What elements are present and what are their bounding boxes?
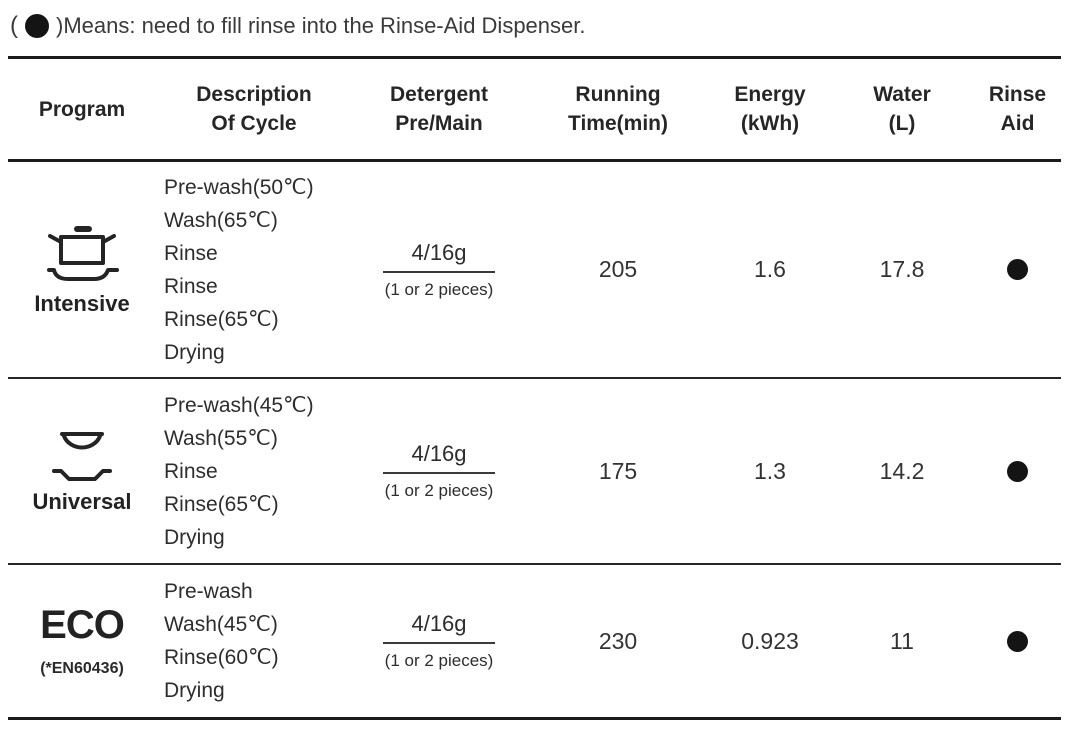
header-line: Description — [196, 83, 312, 106]
program-spec-table: Program Description Of Cycle Detergent P… — [8, 56, 1061, 720]
energy-value: 0.923 — [741, 627, 799, 654]
filled-circle-icon — [1007, 259, 1028, 280]
cycle-step: Rinse — [164, 241, 218, 265]
cycle-description-cell: Pre-wash(50℃) Wash(65℃) Rinse Rinse Rins… — [156, 161, 352, 379]
cycle-description-cell: Pre-wash(45℃) Wash(55℃) Rinse Rinse(65℃)… — [156, 378, 352, 564]
cycle-step: Pre-wash(50℃) — [164, 175, 314, 199]
filled-circle-icon — [25, 14, 49, 38]
header-line: Program — [38, 97, 126, 121]
detergent-cell: 4/16g (1 or 2 pieces) — [352, 564, 526, 719]
header-line: Of Cycle — [211, 112, 297, 135]
program-standard-note: (*EN60436) — [40, 659, 124, 677]
pot-on-plate-icon — [43, 223, 121, 285]
header-line: (kWh) — [740, 112, 800, 135]
cycle-step: Wash(45℃) — [164, 613, 278, 636]
table-row-intensive: Intensive Pre-wash(50℃) Wash(65℃) Rinse … — [8, 161, 1061, 379]
cycle-step: Rinse(65℃) — [164, 492, 279, 516]
water-value: 11 — [890, 627, 914, 654]
cycle-step: Pre-wash(45℃) — [164, 393, 314, 417]
cycle-step: Wash(55℃) — [164, 426, 278, 450]
col-header-description: Description Of Cycle — [156, 58, 352, 161]
cycle-step: Rinse — [164, 274, 218, 298]
filled-circle-icon — [1007, 460, 1028, 482]
table-row-eco: ECO (*EN60436) Pre-wash Wash(45℃) Rinse(… — [8, 564, 1061, 719]
table-header: Program Description Of Cycle Detergent P… — [8, 57, 1061, 161]
header-line: Pre/Main — [395, 112, 483, 135]
header-line: Aid — [1000, 112, 1035, 135]
energy-value: 1.6 — [754, 256, 786, 282]
detergent-cell: 4/16g (1 or 2 pieces) — [352, 378, 526, 564]
detergent-amount: 4/16g — [383, 441, 495, 474]
table-row-universal: Universal Pre-wash(45℃) Wash(55℃) Rinse … — [8, 378, 1061, 564]
rinse-aid-cell — [974, 378, 1061, 564]
header-line: Running — [575, 83, 661, 106]
program-name: ECO — [40, 602, 125, 647]
legend-open-paren: ( — [10, 12, 18, 39]
program-name: Intensive — [34, 290, 130, 316]
header-line: Detergent — [389, 83, 489, 106]
header-line: Time(min) — [568, 112, 668, 135]
detergent-amount: 4/16g — [383, 240, 495, 273]
col-header-detergent: Detergent Pre/Main — [352, 58, 526, 161]
header-line: (L) — [888, 112, 916, 135]
energy-value: 1.3 — [754, 457, 786, 484]
cycle-description-cell: Pre-wash Wash(45℃) Rinse(60℃) Drying — [156, 564, 352, 719]
program-cell: Universal — [8, 378, 156, 564]
running-time-value: 205 — [598, 256, 638, 282]
cycle-step: Rinse — [164, 459, 218, 483]
program-name: Universal — [32, 489, 132, 514]
rinse-aid-cell — [974, 564, 1061, 719]
cycle-step: Rinse(65℃) — [164, 307, 279, 331]
detergent-note: (1 or 2 pieces) — [384, 651, 494, 670]
detergent-note: (1 or 2 pieces) — [384, 279, 494, 299]
cycle-step: Pre-wash — [164, 580, 253, 603]
detergent-amount: 4/16g — [383, 611, 495, 644]
program-cell: ECO (*EN60436) — [8, 564, 156, 719]
header-line: Water — [873, 83, 931, 106]
running-time-value: 175 — [598, 457, 638, 484]
detergent-cell: 4/16g (1 or 2 pieces) — [352, 161, 526, 379]
cycle-step: Rinse(60℃) — [164, 646, 279, 669]
col-header-running-time: Running Time(min) — [526, 58, 710, 161]
header-line: Rinse — [988, 83, 1047, 106]
water-value: 17.8 — [879, 256, 925, 282]
running-time-value: 230 — [598, 627, 638, 654]
header-line: Energy — [734, 83, 806, 106]
cycle-step: Drying — [164, 340, 225, 364]
detergent-note: (1 or 2 pieces) — [384, 481, 494, 500]
cycle-step: Drying — [164, 679, 225, 702]
col-header-water: Water (L) — [830, 58, 974, 161]
filled-circle-icon — [1007, 630, 1028, 652]
cycle-step: Wash(65℃) — [164, 208, 278, 232]
program-cell: Intensive — [8, 161, 156, 379]
cycle-step: Drying — [164, 525, 225, 549]
rinse-aid-legend: ( )Means: need to fill rinse into the Ri… — [10, 10, 1069, 42]
bowl-on-plate-icon — [47, 427, 117, 483]
rinse-aid-cell — [974, 161, 1061, 379]
water-value: 14.2 — [879, 457, 925, 484]
col-header-energy: Energy (kWh) — [710, 58, 830, 161]
col-header-program: Program — [8, 58, 156, 161]
legend-text: )Means: need to fill rinse into the Rins… — [56, 13, 586, 38]
col-header-rinse-aid: Rinse Aid — [974, 58, 1061, 161]
